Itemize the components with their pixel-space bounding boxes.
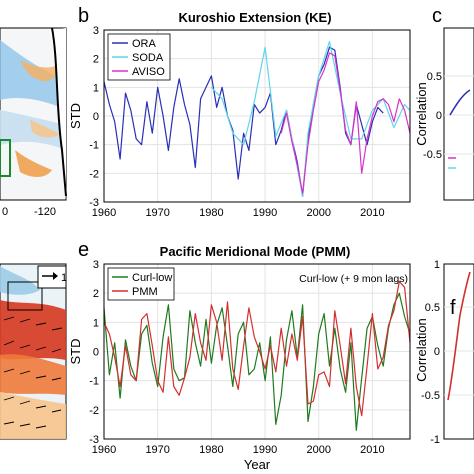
- f-tick-2: 0: [434, 346, 440, 358]
- ke-ytick-label: -2: [89, 168, 99, 180]
- ke-series-line-aviso: [280, 52, 411, 194]
- ke-ytick-label: 3: [93, 25, 99, 37]
- ke-ytick-label: 2: [93, 54, 99, 66]
- ke-series-line-soda: [210, 40, 411, 197]
- panel-c: c 0.5 0 -0.5 Correlation: [414, 5, 474, 201]
- pmm-ytick-label: 0: [93, 347, 99, 359]
- pmm-ytick-label: -1: [89, 376, 99, 388]
- pmm-xtick-label: 1960: [92, 444, 116, 456]
- f-tick-4: -1: [430, 434, 440, 446]
- pmm-ytick-label: 1: [93, 317, 99, 329]
- pmm-ytick-label: 3: [93, 259, 99, 271]
- pmm-xtick-label: 2000: [306, 444, 330, 456]
- ke-ytick-label: 1: [93, 82, 99, 94]
- ke-xtick-label: 1980: [199, 207, 223, 219]
- c-ylabel: Correlation: [414, 82, 429, 146]
- c-tick-2: -0.5: [423, 149, 442, 161]
- pmm-legend-box: [107, 267, 175, 301]
- ke-xtick-label: 1990: [253, 207, 277, 219]
- panel-letter-e: e: [78, 239, 89, 261]
- green-region-box: [0, 139, 11, 177]
- pmm-xtick-label: 2010: [360, 444, 384, 456]
- ke-xtick-label: 1960: [92, 207, 116, 219]
- map-a-lon-tick-0: 0: [2, 206, 8, 218]
- pmm-ytick-label: -3: [89, 434, 99, 446]
- pmm-xtick-label: 1970: [145, 444, 169, 456]
- ke-legend-label: AVISO: [132, 66, 165, 78]
- ke-ytick-label: 0: [93, 111, 99, 123]
- ke-xtick-label: 2010: [360, 207, 384, 219]
- ke-ytick-label: -1: [89, 140, 99, 152]
- pmm-plot-frame: [103, 263, 411, 440]
- f-tick-1: 0.5: [425, 302, 440, 314]
- pmm-chart-title: Pacific Meridional Mode (PMM): [160, 244, 351, 259]
- pmm-annotation: Curl-low (+ 9 mon lags): [299, 273, 408, 285]
- c-tick-1: 0: [436, 110, 442, 122]
- pmm-xlabel: Year: [244, 457, 271, 472]
- ke-plot-frame: [103, 29, 411, 203]
- ke-chart-title: Kuroshio Extension (KE): [178, 10, 331, 25]
- panel-d-map: 1: [0, 263, 67, 440]
- f-tick-3: -0.5: [421, 390, 440, 402]
- ke-series-line-ora: [103, 46, 384, 197]
- pmm-ytick-label: -2: [89, 405, 99, 417]
- ke-xtick-label: 2000: [306, 207, 330, 219]
- pmm-legend-label: PMM: [132, 286, 158, 298]
- ke-ytick-label: -3: [89, 197, 99, 209]
- pmm-xtick-label: 1990: [253, 444, 277, 456]
- panel-letter-f: f: [450, 297, 456, 319]
- pmm-xtick-label: 1980: [199, 444, 223, 456]
- pmm-ytick-label: 2: [93, 288, 99, 300]
- ke-legend-label: SODA: [132, 52, 164, 64]
- pmm-ylabel: STD: [68, 339, 83, 365]
- pmm-series-line-pmm: [103, 280, 411, 417]
- panel-letter-c: c: [432, 5, 442, 27]
- map-a-lon-tick-1: -120: [34, 206, 56, 218]
- f-tick-0: 1: [434, 259, 440, 271]
- panel-f: f 1 0.5 0 -0.5 -1 Correlation: [414, 259, 474, 446]
- ke-legend-label: ORA: [132, 38, 157, 50]
- pmm-legend-label: Curl-low: [132, 272, 172, 284]
- vector-key-label: 1: [61, 272, 67, 284]
- ke-xtick-label: 1970: [145, 207, 169, 219]
- ke-ylabel: STD: [68, 103, 83, 129]
- c-tick-0: 0.5: [427, 71, 442, 83]
- panel-letter-b: b: [78, 5, 89, 27]
- panel-a-map: 0 -120: [0, 27, 67, 218]
- f-ylabel: Correlation: [414, 318, 429, 382]
